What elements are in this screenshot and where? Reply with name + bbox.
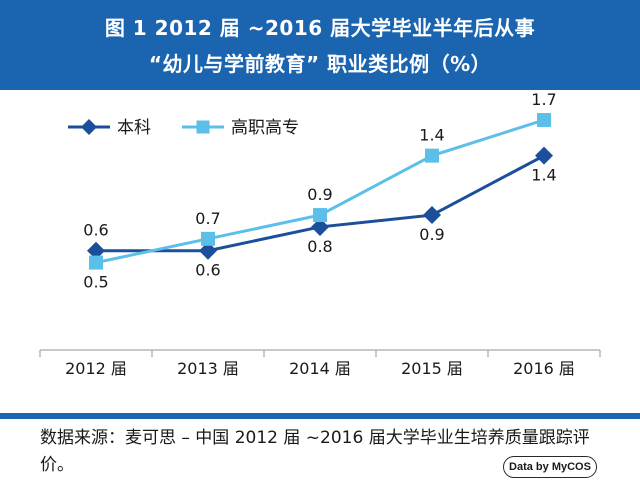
data-label: 1.7 [531,90,556,109]
legend-square-marker [196,120,210,134]
data-point-diamond [311,217,329,236]
chart-title-line2: “幼儿与学前教育” 职业类比例（%） [148,52,492,76]
data-by-mycos-logo: Data by MyCOS [503,456,597,478]
x-tick-label: 2014 届 [289,359,351,378]
x-tick-label: 2012 届 [65,359,127,378]
data-label: 0.6 [83,221,108,240]
data-label: 0.9 [419,225,444,244]
x-tick-label: 2013 届 [177,359,239,378]
line-chart: 2012 届 2013 届 2014 届 2015 届 2016 届 本科 高职高专 0.6 0… [39,90,601,378]
data-label: 1.4 [531,166,556,185]
data-label: 0.5 [83,273,108,292]
legend-diamond-marker [81,119,97,135]
legend-label: 本科 [117,118,151,138]
data-label: 0.9 [307,185,332,204]
data-point-square [313,208,327,223]
chart-title-line1: 图 1 2012 届 ~2016 届大学毕业半年后从事 [104,16,536,40]
data-point-diamond [87,241,105,260]
footer-divider [0,413,640,419]
data-point-square [89,255,103,270]
data-point-diamond [423,206,441,225]
data-label: 0.8 [307,237,332,256]
data-label: 1.4 [419,126,444,145]
data-label: 0.6 [195,261,220,280]
x-tick-label: 2016 届 [513,359,575,378]
data-point-diamond [199,241,217,260]
legend-label: 高职高专 [231,118,299,138]
data-point-square [201,231,215,246]
data-label: 0.7 [195,209,220,228]
data-point-diamond [535,146,553,165]
x-tick-label: 2015 届 [401,359,463,378]
data-source-note: 数据来源：麦可思 – 中国 2012 届 ~2016 届大学毕业生培养质量跟踪评… [40,428,590,475]
data-point-square [425,148,439,163]
chart-header: 图 1 2012 届 ~2016 届大学毕业半年后从事 “幼儿与学前教育” 职业… [0,0,640,90]
data-point-square [537,113,551,127]
